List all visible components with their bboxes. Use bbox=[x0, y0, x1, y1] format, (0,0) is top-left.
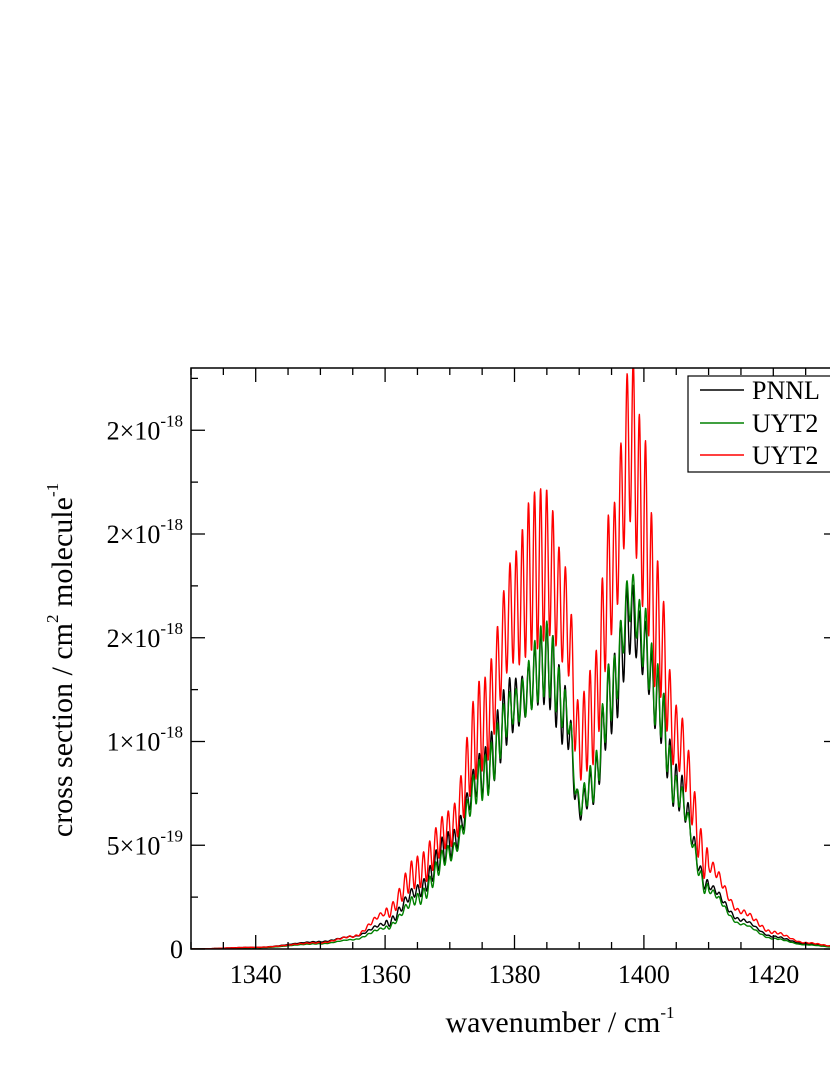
x-tick-label: 1380 bbox=[489, 960, 541, 989]
y-tick-label: 1×10-18 bbox=[107, 723, 183, 757]
x-tick-label: 1360 bbox=[359, 960, 411, 989]
y-tick-label: 0 bbox=[170, 935, 183, 964]
legend: PNNL UYT2 UYT2 bbox=[687, 375, 830, 473]
legend-label-uyt2-red: UYT2 bbox=[752, 441, 818, 470]
x-tick-label: 1340 bbox=[230, 960, 282, 989]
legend-label-pnnl: PNNL bbox=[752, 376, 820, 405]
legend-box bbox=[687, 375, 830, 473]
series-line-0 bbox=[191, 584, 830, 949]
x-axis-title: wavenumber / cm-1 bbox=[445, 1003, 674, 1039]
y-tick-label: 5×10-19 bbox=[107, 826, 183, 860]
x-tick-label: 1400 bbox=[618, 960, 670, 989]
tick-labels-layer: 1340 1360 1380 1400 1420 0 5×10-19 1×10-18 2×10-… bbox=[107, 411, 800, 989]
x-tick-label: 1420 bbox=[747, 960, 799, 989]
y-tick-label: 2×10-18 bbox=[107, 619, 183, 653]
series-layer bbox=[191, 368, 830, 949]
series-line-1 bbox=[191, 573, 830, 949]
y-tick-label: 2×10-18 bbox=[107, 411, 183, 445]
y-tick-label: 2×10-18 bbox=[107, 515, 183, 549]
ticks-layer bbox=[190, 368, 830, 950]
legend-label-uyt2-green: UYT2 bbox=[752, 409, 818, 438]
y-axis-title: cross section / cm2 molecule-1 bbox=[43, 483, 79, 837]
series-line-2 bbox=[191, 368, 830, 949]
